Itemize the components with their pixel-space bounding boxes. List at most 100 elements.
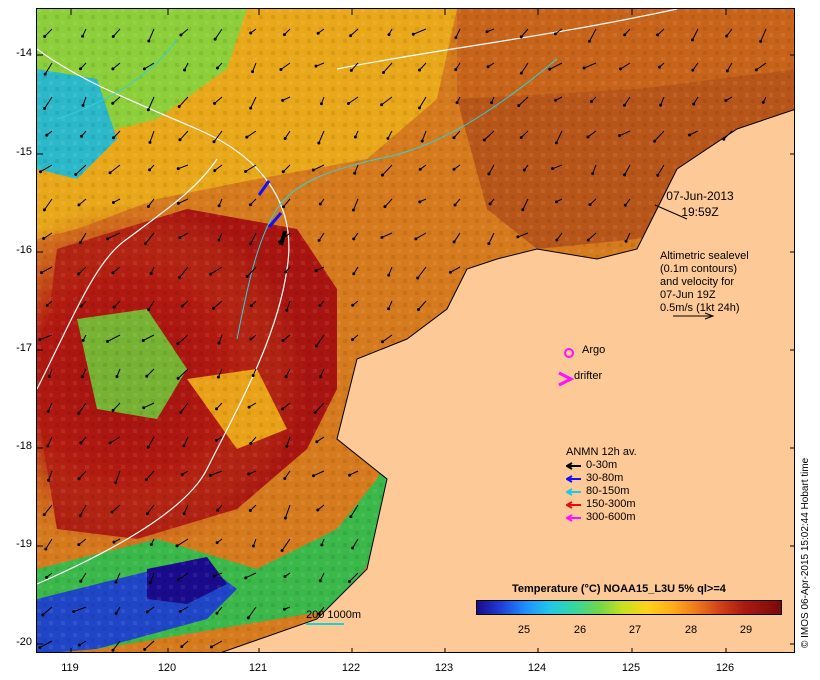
velocity-arrow bbox=[180, 28, 189, 36]
velocity-arrowhead bbox=[656, 33, 660, 37]
velocity-arrow bbox=[178, 164, 189, 170]
velocity-arrowhead bbox=[249, 242, 253, 246]
velocity-arrowhead bbox=[618, 134, 622, 138]
velocity-arrow bbox=[654, 130, 665, 142]
velocity-arrow bbox=[413, 28, 427, 35]
velocity-arrowhead bbox=[180, 645, 184, 649]
legend-item: 80-150m bbox=[566, 485, 637, 498]
velocity-arrowhead bbox=[247, 472, 251, 476]
velocity-arrowhead bbox=[215, 407, 219, 411]
velocity-arrowhead bbox=[114, 611, 118, 615]
velocity-arrowhead bbox=[653, 139, 657, 143]
velocity-arrowhead bbox=[111, 34, 115, 38]
velocity-arrow bbox=[47, 402, 53, 412]
colorbar-tick: 29 bbox=[739, 624, 753, 636]
velocity-arrowhead bbox=[108, 171, 112, 175]
velocity-arrow bbox=[488, 164, 495, 175]
velocity-arrowhead bbox=[249, 441, 253, 445]
velocity-arrowhead bbox=[313, 410, 317, 414]
velocity-arrows bbox=[38, 28, 767, 652]
sst-map[interactable] bbox=[36, 8, 795, 653]
velocity-arrowhead bbox=[722, 137, 726, 141]
velocity-arrowhead bbox=[487, 172, 491, 176]
velocity-arrowhead bbox=[178, 138, 182, 142]
velocity-arrowhead bbox=[77, 643, 81, 647]
velocity-arrow bbox=[183, 504, 189, 514]
argo-marker[interactable] bbox=[564, 348, 574, 358]
velocity-arrow bbox=[453, 130, 461, 139]
velocity-arrow bbox=[143, 334, 155, 341]
velocity-arrowhead bbox=[282, 607, 286, 611]
velocity-arrowhead bbox=[548, 67, 552, 71]
velocity-arrow bbox=[148, 28, 155, 42]
velocity-line: 07-Jun 19Z bbox=[660, 289, 716, 301]
argo-label: Argo bbox=[582, 344, 606, 356]
velocity-arrowhead bbox=[487, 241, 491, 245]
velocity-arrowhead bbox=[759, 39, 763, 43]
velocity-arrowhead bbox=[416, 308, 420, 312]
velocity-arrowhead bbox=[283, 136, 287, 140]
lon-label: 123 bbox=[434, 662, 454, 674]
velocity-arrow bbox=[689, 130, 699, 136]
velocity-arrowhead bbox=[145, 610, 149, 614]
velocity-arrow bbox=[115, 470, 121, 483]
velocity-arrowhead bbox=[284, 375, 288, 379]
velocity-arrow bbox=[520, 28, 529, 38]
velocity-arrowhead bbox=[77, 411, 81, 415]
velocity-arrow bbox=[450, 266, 461, 273]
velocity-arrow bbox=[48, 470, 53, 481]
velocity-arrowhead bbox=[45, 303, 49, 307]
velocity-arrow bbox=[213, 130, 223, 143]
velocity-arrowhead bbox=[176, 376, 180, 380]
velocity-arrow bbox=[421, 130, 427, 142]
velocity-arrowhead bbox=[142, 67, 146, 71]
velocity-arrow bbox=[78, 538, 87, 546]
velocity-arrowhead bbox=[690, 38, 694, 42]
velocity-arrowhead bbox=[149, 542, 153, 546]
velocity-arrowhead bbox=[115, 374, 119, 378]
legend-label: 300-600m bbox=[586, 511, 636, 523]
velocity-arrowhead bbox=[251, 70, 255, 74]
velocity-arrowhead bbox=[659, 103, 663, 107]
velocity-arrowhead bbox=[382, 70, 386, 74]
drifter-marker[interactable] bbox=[558, 371, 575, 387]
velocity-arrowhead bbox=[282, 33, 286, 37]
velocity-arrow bbox=[726, 62, 733, 72]
velocity-arrowhead bbox=[346, 102, 350, 106]
velocity-arrow bbox=[286, 436, 291, 447]
velocity-arrowhead bbox=[453, 203, 457, 207]
velocity-arrow bbox=[44, 28, 53, 37]
velocity-arrowhead bbox=[452, 167, 456, 171]
velocity-arrowhead bbox=[314, 344, 318, 348]
velocity-arrowhead bbox=[216, 375, 220, 379]
velocity-arrow bbox=[107, 334, 121, 342]
anmn-mooring-arrows bbox=[257, 180, 283, 228]
velocity-arrowhead bbox=[148, 168, 152, 172]
velocity-arrowhead bbox=[79, 441, 83, 445]
velocity-arrow bbox=[282, 402, 291, 410]
velocity-arrow bbox=[146, 368, 155, 377]
velocity-arrow bbox=[246, 266, 257, 277]
velocity-arrowhead bbox=[43, 72, 47, 76]
velocity-arrow bbox=[384, 198, 393, 207]
velocity-arrowhead bbox=[110, 510, 114, 514]
velocity-arrowhead bbox=[279, 68, 283, 72]
velocity-arrow bbox=[214, 96, 223, 104]
velocity-arrow bbox=[80, 572, 87, 582]
velocity-arrowhead bbox=[180, 304, 184, 308]
velocity-arrow bbox=[760, 28, 767, 42]
velocity-arrow bbox=[144, 640, 155, 650]
velocity-arrow bbox=[39, 640, 53, 648]
velocity-arrowhead bbox=[251, 374, 255, 378]
lat-label: -20 bbox=[16, 636, 32, 648]
velocity-arrowhead bbox=[208, 473, 212, 477]
velocity-arrowhead bbox=[387, 273, 391, 277]
lon-label: 122 bbox=[341, 662, 361, 674]
velocity-arrow bbox=[246, 130, 257, 138]
velocity-arrow bbox=[79, 232, 87, 243]
velocity-arrowhead bbox=[145, 512, 149, 516]
velocity-arrow bbox=[348, 96, 359, 104]
velocity-arrowhead bbox=[283, 574, 287, 578]
velocity-arrowhead bbox=[111, 101, 115, 105]
velocity-arrowhead bbox=[692, 102, 696, 106]
